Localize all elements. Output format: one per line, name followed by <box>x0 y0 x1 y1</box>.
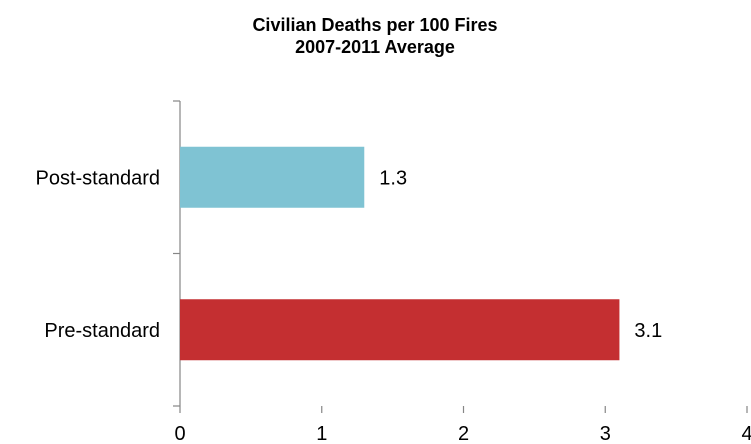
labels: 0 1 2 3 4 Post-standard 1.3 Pre-standard 3.1 <box>35 167 751 444</box>
x-tick-label: 3 <box>600 423 611 444</box>
data-label: 3.1 <box>634 320 662 342</box>
chart-title: Civilian Deaths per 100 Fires <box>252 15 498 35</box>
data-label: 1.3 <box>379 167 407 189</box>
chart-subtitle: 2007-2011 Average <box>295 37 455 57</box>
x-tick-label: 1 <box>316 423 327 444</box>
x-tick-label: 2 <box>458 423 469 444</box>
bars <box>180 146 620 361</box>
x-tick-label: 4 <box>741 423 751 444</box>
bar <box>180 299 620 361</box>
category-label: Pre-standard <box>44 320 160 342</box>
x-tick-label: 0 <box>174 423 185 444</box>
bar <box>180 146 365 208</box>
category-label: Post-standard <box>35 167 160 189</box>
chart-title-block: Civilian Deaths per 100 Fires 2007-2011 … <box>175 14 575 58</box>
